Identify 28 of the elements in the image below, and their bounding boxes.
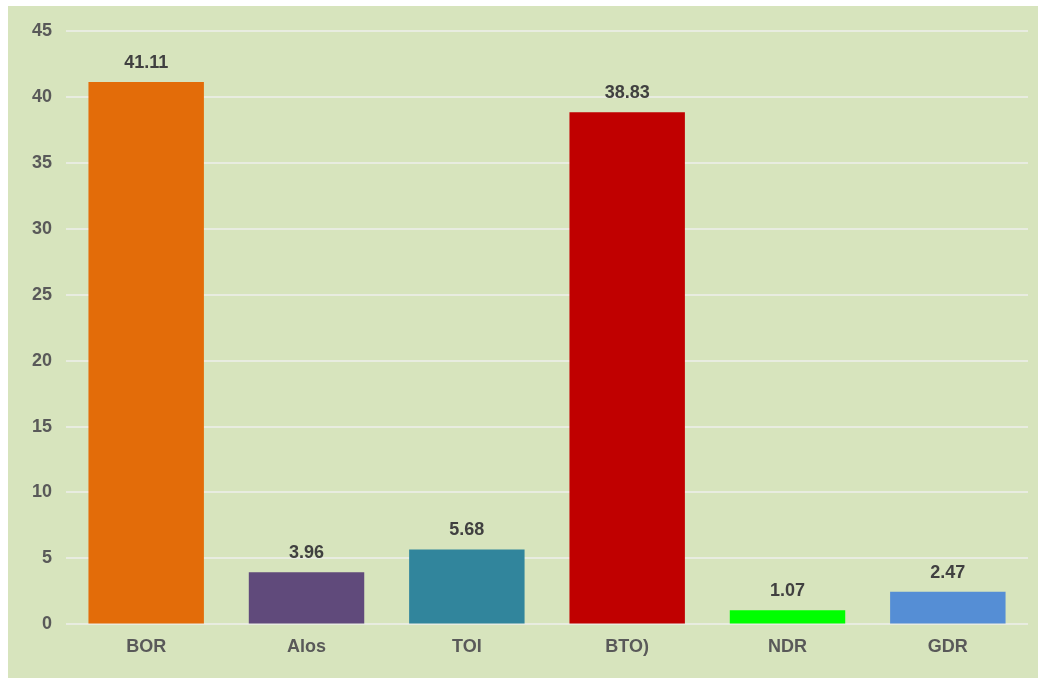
bar xyxy=(890,591,1006,624)
x-tick-label: BOR xyxy=(126,636,167,657)
bar xyxy=(569,112,685,624)
x-tick-label: BTO) xyxy=(605,636,650,657)
data-label: 41.11 xyxy=(124,52,169,73)
y-tick-label: 45 xyxy=(31,19,53,40)
bar xyxy=(729,610,846,624)
y-tick-label: 30 xyxy=(31,217,53,238)
y-tick-label: 25 xyxy=(31,283,53,304)
y-tick-label: 0 xyxy=(42,613,53,634)
x-tick-label: TOI xyxy=(452,636,482,657)
y-tick-label: 35 xyxy=(31,151,53,172)
y-tick-label: 20 xyxy=(31,349,53,370)
y-tick-label: 15 xyxy=(31,415,53,436)
bar xyxy=(409,549,525,624)
data-label: 1.07 xyxy=(769,580,806,601)
data-label: 2.47 xyxy=(930,561,966,582)
x-tick-label: GDR xyxy=(927,636,968,657)
y-tick-label: 10 xyxy=(31,481,53,502)
bar xyxy=(88,82,204,624)
bar xyxy=(248,572,365,624)
data-label: 3.96 xyxy=(288,542,325,563)
y-tick-label: 5 xyxy=(42,547,53,568)
data-label: 38.83 xyxy=(604,82,650,103)
x-tick-label: NDR xyxy=(768,636,808,657)
y-tick-label: 40 xyxy=(31,85,53,106)
x-tick-label: Alos xyxy=(287,636,327,657)
data-label: 5.68 xyxy=(449,519,485,540)
